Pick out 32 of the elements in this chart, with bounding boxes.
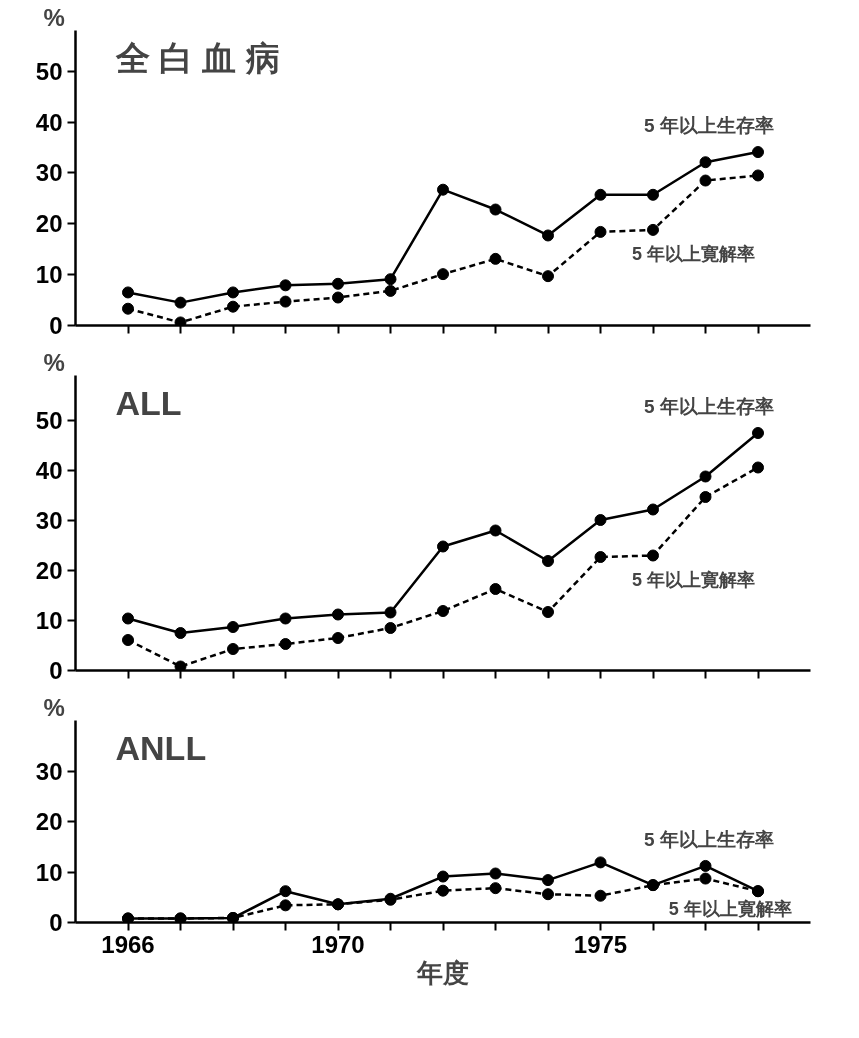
y-tick-label: 20 <box>35 557 63 584</box>
y-tick-label: 50 <box>35 57 63 85</box>
y-axis-title: % <box>43 348 65 376</box>
y-tick-label: 0 <box>49 909 63 936</box>
x-tick-label: 1970 <box>311 930 365 958</box>
series-label: 5 年以上生存率 <box>643 115 774 137</box>
y-tick-label: 10 <box>35 607 63 634</box>
x-axis-title: 年度 <box>416 957 469 988</box>
y-tick-label: 40 <box>35 457 63 484</box>
y-tick-label: 0 <box>49 312 63 339</box>
series-label: 5 年以上生存率 <box>643 396 774 417</box>
chart-title: 全 白 血 病 <box>114 38 280 77</box>
x-tick-label: 1975 <box>573 930 628 958</box>
y-tick-label: 30 <box>35 507 63 534</box>
y-tick-label: 10 <box>35 858 63 886</box>
y-tick-label: 0 <box>49 657 63 684</box>
series-label: 5 年以上寛解率 <box>632 243 756 264</box>
y-tick-label: 10 <box>35 261 63 289</box>
y-tick-label: 20 <box>35 808 63 835</box>
series-label: 5 年以上生存率 <box>643 828 774 850</box>
y-tick-label: 20 <box>35 210 63 238</box>
y-axis-title: % <box>43 693 65 721</box>
x-tick-label: 1966 <box>101 930 155 958</box>
y-axis-title: % <box>43 3 65 31</box>
chart-title: ANLL <box>115 728 207 767</box>
y-tick-label: 30 <box>35 159 63 187</box>
series-label: 5 年以上寛解率 <box>632 569 756 590</box>
chart-title: ALL <box>115 383 182 422</box>
y-tick-label: 40 <box>35 108 63 136</box>
series-label: 5 年以上寛解率 <box>668 899 792 920</box>
y-tick-label: 30 <box>35 757 63 785</box>
y-tick-label: 50 <box>35 407 63 434</box>
